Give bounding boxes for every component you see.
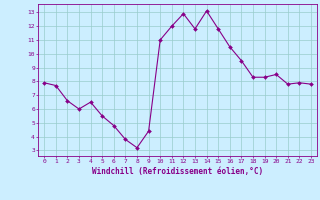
X-axis label: Windchill (Refroidissement éolien,°C): Windchill (Refroidissement éolien,°C) (92, 167, 263, 176)
